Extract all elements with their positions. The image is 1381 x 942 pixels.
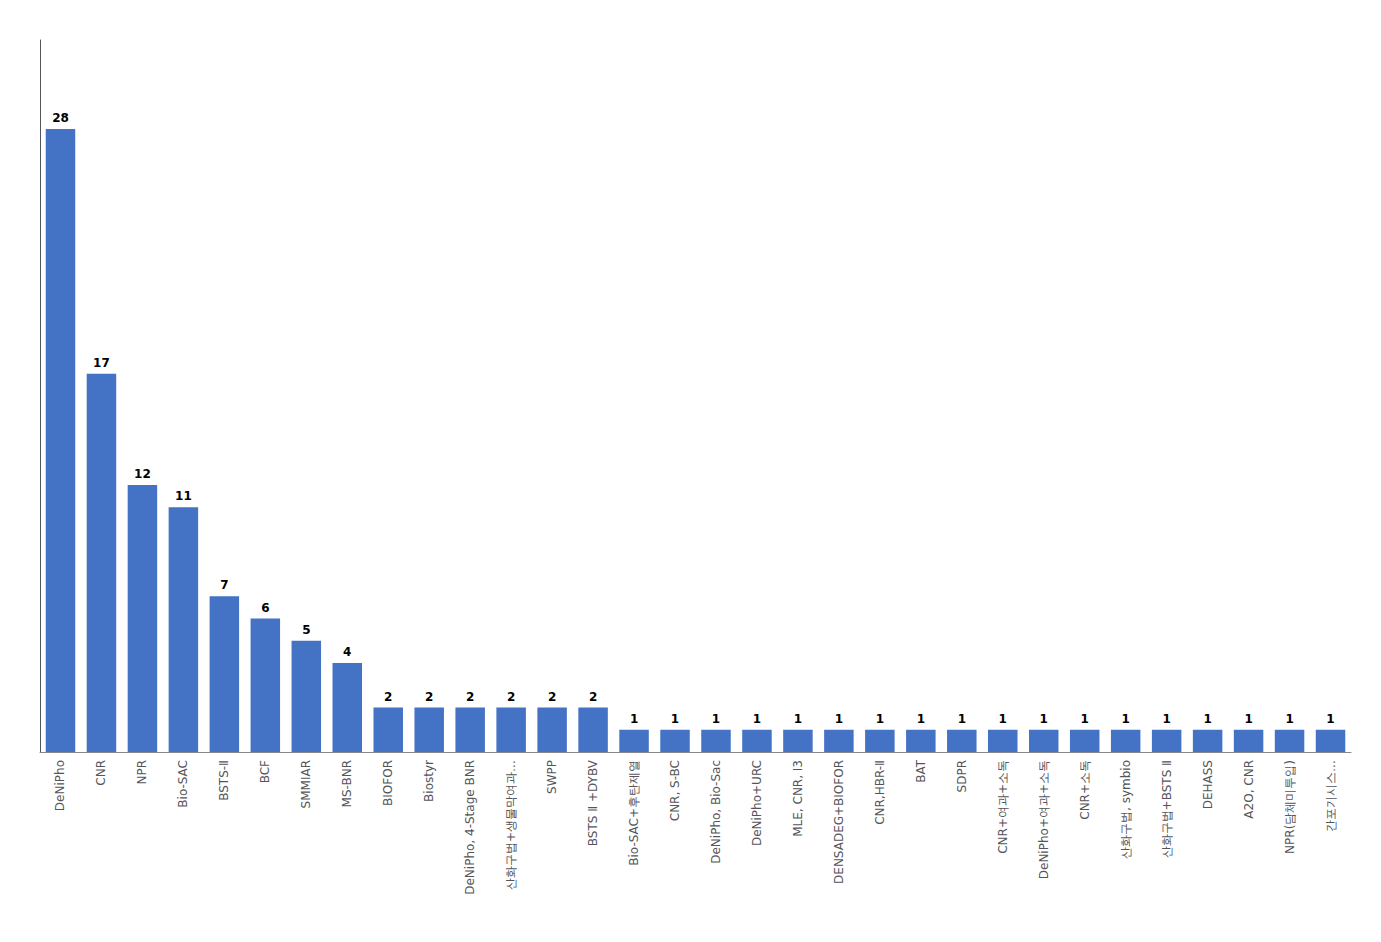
svg-text:DeNiPho: DeNiPho	[53, 760, 67, 811]
svg-text:DeNiPho+여과+소독: DeNiPho+여과+소독	[1037, 760, 1051, 879]
svg-text:MLE, CNR, I3: MLE, CNR, I3	[791, 760, 805, 837]
svg-text:7: 7	[220, 578, 228, 592]
svg-text:1: 1	[753, 712, 761, 726]
svg-text:CNR,HBR-Ⅱ: CNR,HBR-Ⅱ	[873, 760, 887, 825]
svg-text:1: 1	[1040, 712, 1048, 726]
svg-text:1: 1	[1081, 712, 1089, 726]
svg-text:CNR, S-BC: CNR, S-BC	[668, 760, 682, 821]
svg-text:1: 1	[917, 712, 925, 726]
svg-text:1: 1	[835, 712, 843, 726]
svg-text:2: 2	[548, 690, 556, 704]
svg-text:DeNiPho, Bio-Sac: DeNiPho, Bio-Sac	[709, 760, 723, 864]
svg-text:1: 1	[794, 712, 802, 726]
svg-text:Bio-SAC+후탄제열: Bio-SAC+후탄제열	[627, 760, 641, 866]
svg-text:BSTS-Ⅱ: BSTS-Ⅱ	[217, 760, 231, 801]
svg-text:2: 2	[384, 690, 392, 704]
svg-text:산화구법+BSTS Ⅱ: 산화구법+BSTS Ⅱ	[1160, 760, 1174, 858]
svg-text:Bio-SAC: Bio-SAC	[176, 760, 190, 808]
svg-text:1: 1	[1121, 712, 1129, 726]
svg-text:MS-BNR: MS-BNR	[340, 760, 354, 807]
svg-text:BSTS Ⅱ +DYBV: BSTS Ⅱ +DYBV	[586, 759, 600, 846]
svg-text:DeNiPho+URC: DeNiPho+URC	[750, 760, 764, 846]
svg-text:BIOFOR: BIOFOR	[381, 760, 395, 806]
svg-text:1: 1	[999, 712, 1007, 726]
svg-text:12: 12	[134, 467, 151, 481]
svg-text:2: 2	[589, 690, 597, 704]
svg-text:1: 1	[876, 712, 884, 726]
svg-text:1: 1	[712, 712, 720, 726]
svg-text:CNR: CNR	[94, 760, 108, 786]
svg-text:6: 6	[261, 601, 269, 615]
svg-text:2: 2	[507, 690, 515, 704]
svg-text:28: 28	[52, 111, 69, 125]
svg-text:1: 1	[671, 712, 679, 726]
svg-text:2: 2	[425, 690, 433, 704]
svg-text:17: 17	[93, 356, 110, 370]
svg-text:SMMIAR: SMMIAR	[299, 760, 313, 808]
svg-text:SDPR: SDPR	[955, 760, 969, 792]
svg-text:DeNiPho, 4-Stage BNR: DeNiPho, 4-Stage BNR	[463, 760, 477, 895]
svg-text:1: 1	[1162, 712, 1170, 726]
svg-text:산화구법, symbio: 산화구법, symbio	[1119, 760, 1133, 859]
svg-text:4: 4	[343, 645, 351, 659]
svg-text:DENSADEG+BIOFOR: DENSADEG+BIOFOR	[832, 760, 846, 884]
svg-text:11: 11	[175, 489, 192, 503]
svg-text:1: 1	[1285, 712, 1293, 726]
svg-text:5: 5	[302, 623, 310, 637]
svg-text:DEHASS: DEHASS	[1201, 760, 1215, 809]
svg-text:SWPP: SWPP	[545, 760, 559, 794]
svg-text:1: 1	[1203, 712, 1211, 726]
svg-text:BAT: BAT	[914, 759, 928, 783]
svg-text:1: 1	[630, 712, 638, 726]
svg-text:2: 2	[466, 690, 474, 704]
svg-text:CNR+소독: CNR+소독	[1078, 760, 1092, 820]
svg-text:1: 1	[1326, 712, 1334, 726]
svg-text:간포기시스…: 간포기시스…	[1324, 760, 1338, 832]
svg-text:1: 1	[1244, 712, 1252, 726]
svg-text:CNR+여과+소독: CNR+여과+소독	[996, 760, 1010, 854]
svg-text:A2O, CNR: A2O, CNR	[1242, 760, 1256, 819]
svg-text:산화구법+생물막여과…: 산화구법+생물막여과…	[504, 760, 518, 890]
svg-text:1: 1	[958, 712, 966, 726]
svg-text:NPR(담체미투입): NPR(담체미투입)	[1283, 760, 1297, 854]
svg-text:BCF: BCF	[258, 760, 272, 783]
svg-text:NPR: NPR	[135, 760, 149, 785]
svg-text:Biostyr: Biostyr	[422, 760, 436, 802]
